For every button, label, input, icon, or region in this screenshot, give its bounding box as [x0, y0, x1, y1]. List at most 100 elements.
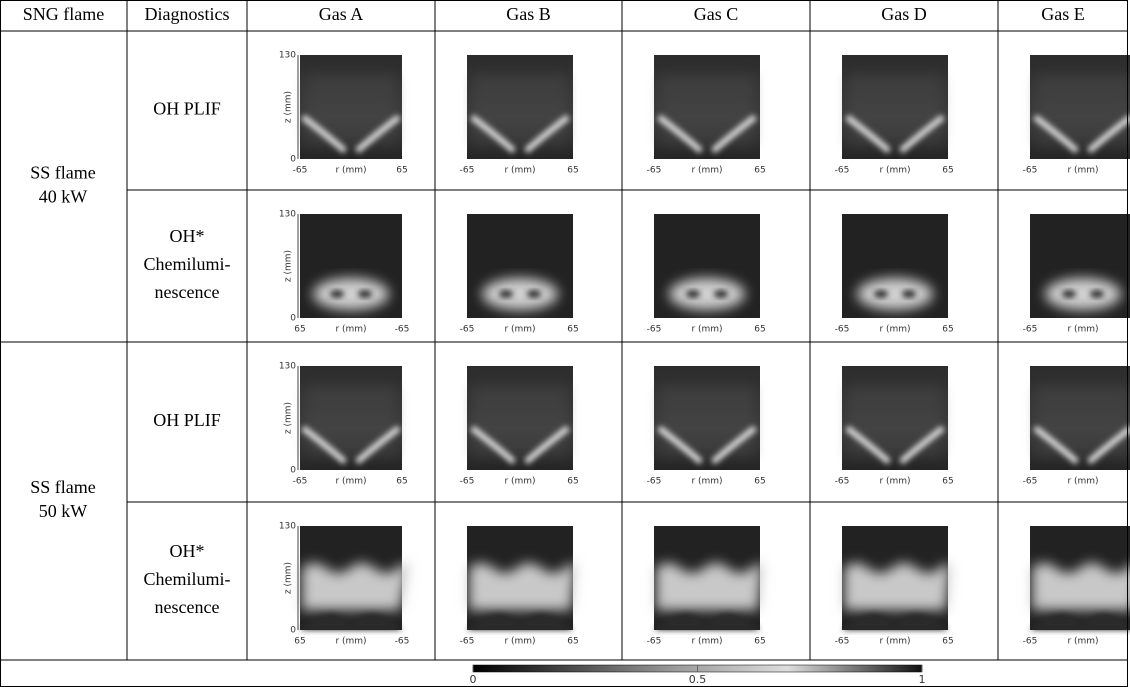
r-tick-label: -65	[835, 325, 850, 335]
group-label: SS flame	[30, 163, 96, 183]
diagnostic-label: Chemilumi-	[144, 254, 231, 274]
r-axis-label: r (mm)	[335, 166, 366, 176]
r-axis-label: r (mm)	[1067, 325, 1098, 335]
dark-spot	[714, 290, 728, 298]
colorbar-tick-label: 1	[919, 673, 926, 686]
flame-image	[842, 55, 948, 159]
flame-image	[1030, 214, 1130, 318]
header-cell: Gas D	[881, 4, 927, 24]
figure-table: SNG flameDiagnosticsGas AGas BGas CGas D…	[0, 0, 1130, 687]
haze	[305, 75, 397, 145]
r-axis-label: r (mm)	[335, 637, 366, 647]
haze	[659, 386, 755, 456]
diagnostic-label: OH PLIF	[153, 410, 221, 430]
flame-image	[300, 526, 408, 630]
glow	[669, 278, 745, 310]
dark-spot	[527, 290, 541, 298]
haze	[472, 75, 568, 145]
glow	[1045, 278, 1121, 310]
z-tick-label: 0	[290, 314, 296, 324]
r-tick-label: 65	[396, 477, 407, 487]
glow	[482, 278, 558, 310]
r-axis-label: r (mm)	[691, 166, 722, 176]
r-tick-label: -65	[395, 637, 410, 647]
header-cell: Gas B	[506, 4, 551, 24]
r-tick-label: -65	[1023, 637, 1038, 647]
r-tick-label: 65	[754, 325, 765, 335]
r-tick-label: -65	[460, 637, 475, 647]
r-axis-label: r (mm)	[879, 477, 910, 487]
header-cell: Gas A	[319, 4, 364, 24]
z-axis-label: z (mm)	[284, 91, 294, 123]
r-axis-label: r (mm)	[691, 477, 722, 487]
r-tick-label: 65	[942, 166, 953, 176]
r-tick-label: -65	[293, 166, 308, 176]
group-label: 50 kW	[39, 501, 88, 521]
r-tick-label: 65	[567, 325, 578, 335]
r-tick-label: 65	[567, 166, 578, 176]
r-tick-label: -65	[647, 325, 662, 335]
flame-image	[467, 366, 573, 470]
r-axis-label: r (mm)	[879, 325, 910, 335]
r-axis-label: r (mm)	[1067, 477, 1098, 487]
flame-image	[1030, 526, 1130, 630]
r-tick-label: 65	[754, 637, 765, 647]
r-tick-label: -65	[395, 325, 410, 335]
z-tick-label: 0	[290, 466, 296, 476]
z-axis-label: z (mm)	[284, 402, 294, 434]
haze	[305, 386, 397, 456]
flame-image	[842, 366, 948, 470]
flame-image	[654, 366, 760, 470]
z-tick-label: 130	[279, 51, 296, 61]
r-axis-label: r (mm)	[1067, 166, 1098, 176]
haze	[1035, 386, 1130, 456]
r-axis-label: r (mm)	[504, 637, 535, 647]
r-tick-label: 65	[942, 477, 953, 487]
flame-image	[1030, 55, 1130, 159]
r-tick-label: 65	[942, 637, 953, 647]
r-tick-label: -65	[835, 637, 850, 647]
diagnostic-label: OH*	[170, 226, 205, 246]
glow	[857, 278, 933, 310]
flame-image	[654, 55, 760, 159]
r-axis-label: r (mm)	[879, 637, 910, 647]
z-axis-label: z (mm)	[284, 562, 294, 594]
r-tick-label: -65	[460, 166, 475, 176]
dark-spot	[358, 290, 372, 298]
r-tick-label: -65	[835, 477, 850, 487]
dark-spot	[499, 290, 513, 298]
colorbar-tick-label: 0	[470, 673, 477, 686]
r-tick-label: 65	[396, 166, 407, 176]
r-axis-label: r (mm)	[335, 477, 366, 487]
diagnostic-label: nescence	[155, 597, 220, 617]
r-tick-label: -65	[293, 477, 308, 487]
flame-image	[654, 214, 760, 318]
header-cell: SNG flame	[23, 4, 104, 24]
dark-spot	[874, 290, 888, 298]
dark-spot	[902, 290, 916, 298]
dark-spot	[330, 290, 344, 298]
haze	[847, 386, 943, 456]
r-axis-label: r (mm)	[504, 477, 535, 487]
flame-image	[467, 55, 573, 159]
flame-image	[300, 214, 402, 318]
header-cell: Diagnostics	[145, 4, 230, 24]
group-label: 40 kW	[39, 187, 88, 207]
flame-image	[842, 526, 950, 630]
z-tick-label: 130	[279, 362, 296, 372]
z-tick-label: 0	[290, 626, 296, 636]
r-tick-label: -65	[647, 637, 662, 647]
r-axis-label: r (mm)	[879, 166, 910, 176]
flame-image	[300, 366, 402, 470]
flame-image	[654, 526, 762, 630]
r-tick-label: -65	[835, 166, 850, 176]
diagnostic-label: OH*	[170, 541, 205, 561]
r-axis-label: r (mm)	[504, 166, 535, 176]
diagnostic-label: OH PLIF	[153, 99, 221, 119]
r-tick-label: -65	[647, 166, 662, 176]
page: SNG flameDiagnosticsGas AGas BGas CGas D…	[0, 0, 1130, 687]
flame-image	[467, 214, 573, 318]
haze	[847, 75, 943, 145]
glow	[313, 278, 389, 310]
dark-spot	[1062, 290, 1076, 298]
